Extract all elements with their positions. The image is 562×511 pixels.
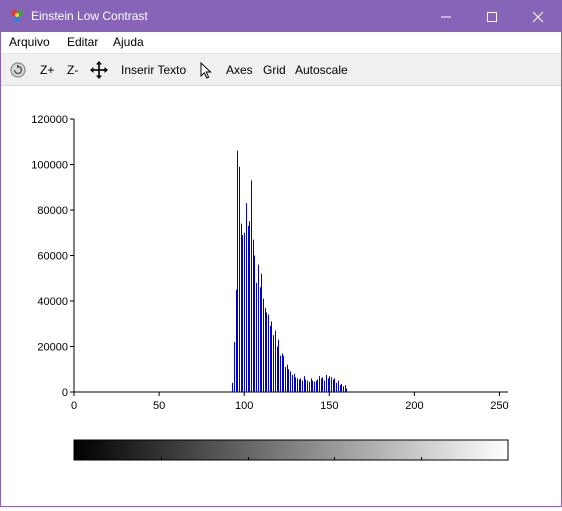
reset-view-icon[interactable]: [8, 60, 28, 80]
y-tick-label: 0: [62, 387, 68, 399]
zoom-in-button[interactable]: Z+: [40, 63, 55, 77]
y-tick-label: 60000: [37, 251, 68, 263]
x-tick-label: 100: [235, 400, 253, 412]
x-tick-label: 250: [490, 400, 508, 412]
pan-move-icon[interactable]: [89, 60, 109, 80]
menu-bar: Arquivo Editar Ajuda: [1, 32, 561, 53]
plot-canvas[interactable]: 0 50 100 150 200 250 0 20000 40000 60000 80000 1000…: [1, 86, 561, 506]
minimize-icon: [441, 16, 451, 17]
y-tick-label: 40000: [37, 296, 68, 308]
close-icon: [532, 11, 544, 22]
insert-text-button[interactable]: Inserir Texto: [121, 63, 187, 77]
maximize-icon: [487, 11, 497, 22]
y-tick-label: 120000: [31, 114, 68, 126]
histogram-chart: 0 50 100 150 200 250 0 20000 40000 60000 80000 1000…: [31, 114, 509, 461]
zoom-out-button[interactable]: Z-: [67, 63, 79, 77]
y-tick-label: 100000: [31, 160, 68, 172]
autoscale-button[interactable]: Autoscale: [295, 63, 348, 77]
x-tick-label: 200: [405, 400, 423, 412]
menu-arquivo[interactable]: Arquivo: [9, 35, 50, 49]
maximize-button[interactable]: [469, 1, 515, 32]
y-tick-label: 80000: [37, 205, 68, 217]
grid-button[interactable]: Grid: [263, 63, 286, 77]
x-tick-label: 150: [320, 400, 338, 412]
title-bar[interactable]: Einstein Low Contrast: [1, 1, 561, 32]
menu-editar[interactable]: Editar: [67, 35, 99, 49]
y-tick-label: 20000: [37, 342, 68, 354]
app-logo-icon: [11, 10, 23, 22]
x-tick-label: 0: [71, 400, 77, 412]
window-title: Einstein Low Contrast: [31, 9, 148, 23]
close-button[interactable]: [515, 1, 561, 32]
toolbar: Z+ Z- Inserir Texto Axes Grid Autoscale: [1, 53, 561, 86]
pointer-arrow-icon[interactable]: [196, 60, 216, 80]
x-tick-label: 50: [153, 400, 165, 412]
minimize-button[interactable]: [423, 1, 469, 32]
axes-button[interactable]: Axes: [226, 63, 253, 77]
colorbar: [73, 439, 509, 461]
menu-ajuda[interactable]: Ajuda: [113, 35, 144, 49]
